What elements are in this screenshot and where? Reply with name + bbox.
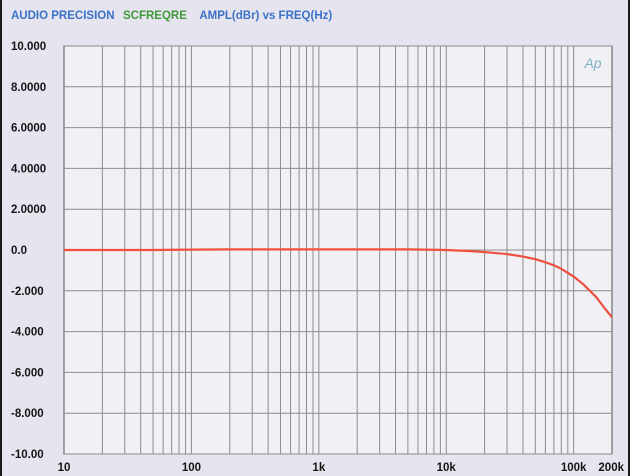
y-tick-label: 4.0000 <box>11 163 46 175</box>
series-group <box>64 248 613 319</box>
title-part-3: AMPL(dBr) vs FREQ(Hz) <box>199 10 332 22</box>
x-tick-label: 1k <box>312 462 325 474</box>
title-part-1: AUDIO PRECISION <box>11 10 115 22</box>
response-curve <box>64 248 613 319</box>
x-tick-label: 10 <box>58 462 71 474</box>
x-tick-label: 200k <box>598 462 624 474</box>
y-tick-label: -4.000 <box>11 327 44 339</box>
chart-title: AUDIO PRECISION SCFREQRE AMPL(dBr) vs FR… <box>11 6 332 23</box>
y-axis-labels: 10.000 8.0000 6.0000 4.0000 2.0000 0.0 -2.000 -… <box>11 41 46 461</box>
x-tick-label: 100k <box>561 462 587 474</box>
x-tick-label: 10k <box>437 462 457 474</box>
y-tick-label: 8.0000 <box>11 82 46 94</box>
y-tick-label: -2.000 <box>11 286 44 298</box>
x-axis-labels: 10 100 1k 10k 100k 200k <box>58 462 625 474</box>
y-tick-label: 0.0 <box>11 245 27 257</box>
y-tick-label: -8.000 <box>11 408 44 420</box>
y-tick-label: 6.0000 <box>11 123 46 135</box>
ap-logo: Ap <box>583 55 601 71</box>
y-tick-label: -10.00 <box>11 449 44 461</box>
x-tick-label: 100 <box>182 462 201 474</box>
title-part-2: SCFREQRE <box>123 10 187 22</box>
y-tick-label: -6.000 <box>11 367 44 379</box>
y-tick-label: 2.0000 <box>11 204 46 216</box>
y-tick-label: 10.000 <box>11 41 46 53</box>
